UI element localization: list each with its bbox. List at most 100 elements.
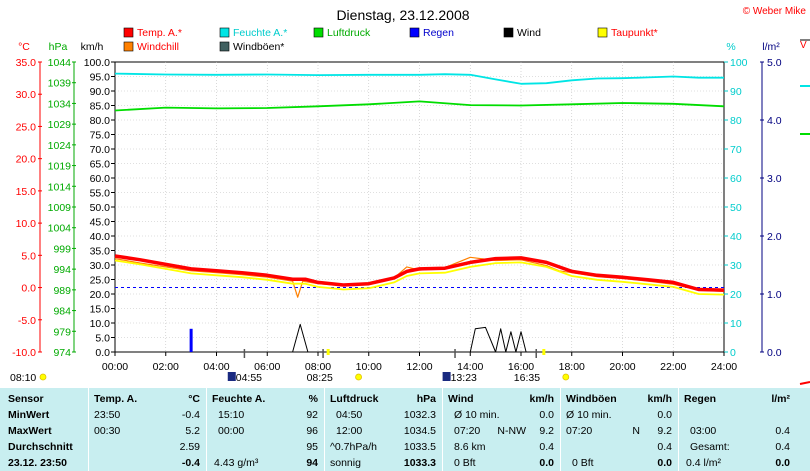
marker-time: 04:55 xyxy=(236,372,262,384)
tick-label-wind: 25.0 xyxy=(90,275,111,287)
hum-value: 96 xyxy=(306,425,318,437)
wind-time: Ø 10 min. xyxy=(454,409,500,421)
axis-title-temp: °C xyxy=(18,41,30,53)
tick-label-pressure: 1004 xyxy=(48,223,72,235)
header-pressure: Luftdruck xyxy=(330,393,379,405)
legend-label: Wind xyxy=(517,27,541,39)
tick-label-temp: 0.0 xyxy=(21,283,36,295)
x-tick-label: 16:00 xyxy=(508,361,534,373)
header-sensor: Sensor xyxy=(8,393,44,405)
tick-label-wind: 85.0 xyxy=(90,101,111,113)
header-rain-unit: l/m² xyxy=(771,393,790,405)
axis-title-humidity: % xyxy=(726,41,735,53)
tick-label-wind: 45.0 xyxy=(90,217,111,229)
tick-label-temp: 20.0 xyxy=(16,154,37,166)
press-value: 1033.3 xyxy=(403,457,436,469)
table-divider xyxy=(442,388,443,471)
grid xyxy=(115,62,724,352)
series-line xyxy=(114,72,724,85)
tick-label-humidity: 70 xyxy=(730,144,742,156)
tick-label-pressure: 994 xyxy=(53,264,71,276)
tick-label-humidity: 80 xyxy=(730,115,742,127)
tick-label-humidity: 40 xyxy=(730,231,742,243)
copyright-text: © Weber Mike xyxy=(743,6,807,17)
tick-label-wind: 10.0 xyxy=(90,318,111,330)
tick-label-pressure: 989 xyxy=(53,285,71,297)
header-gust: Windböen xyxy=(566,393,617,405)
legend-swatch xyxy=(219,41,230,52)
legend-label: Taupunkt* xyxy=(611,27,658,39)
rain-bar xyxy=(189,328,193,352)
marker-time: 08:10 xyxy=(10,372,36,384)
tick-label-pressure: 1044 xyxy=(48,57,72,69)
x-tick-label: 00:00 xyxy=(102,361,128,373)
header-wind-unit: km/h xyxy=(529,393,554,405)
tick-label-pressure: 1034 xyxy=(48,98,72,110)
tick-label-pressure: 974 xyxy=(53,347,71,359)
series xyxy=(114,72,725,353)
series-line xyxy=(114,254,725,292)
axis-title-wind: km/h xyxy=(81,41,104,53)
rain-value: 0.4 xyxy=(775,425,790,437)
legend-label: Regen xyxy=(423,27,454,39)
series-line xyxy=(114,100,725,112)
legend-label: Windböen* xyxy=(233,41,284,53)
tick-label-temp: 30.0 xyxy=(16,89,37,101)
temp-value: -0.4 xyxy=(181,409,200,421)
right-edge-decor: V xyxy=(799,39,810,385)
header-temp: Temp. A. xyxy=(94,393,138,405)
gust-time: 0 Bft xyxy=(572,457,594,469)
tick-label-wind: 20.0 xyxy=(90,289,111,301)
table-divider xyxy=(324,388,325,471)
press-time: ^0.7hPa/h xyxy=(330,441,377,453)
legend-swatch xyxy=(313,27,324,38)
tick-label-temp: 5.0 xyxy=(21,250,36,262)
gust-time: 07:20 xyxy=(566,425,593,437)
temp-time: 00:30 xyxy=(94,425,121,437)
tick-label-humidity: 10 xyxy=(730,318,742,330)
series-line xyxy=(115,323,724,353)
x-tick-label: 08:00 xyxy=(305,361,331,373)
marker-time: 16:35 xyxy=(514,372,540,384)
table-divider xyxy=(560,388,561,471)
press-time: sonnig xyxy=(330,457,361,469)
chart-title: Dienstag, 23.12.2008 xyxy=(336,7,469,23)
tick-label-humidity: 90 xyxy=(730,86,742,98)
legend-swatch xyxy=(597,27,608,38)
tick-label-temp: -5.0 xyxy=(18,315,36,327)
x-tick-label: 14:00 xyxy=(457,361,483,373)
rain-time: 03:00 xyxy=(690,425,717,437)
press-time: 04:50 xyxy=(336,409,363,421)
summary-table: Sensor Temp. A. °C Feuchte A. % Luftdruc… xyxy=(0,388,810,471)
tick-label-pressure: 984 xyxy=(53,306,71,318)
sun-event-mark xyxy=(326,349,330,355)
tick-label-humidity: 0 xyxy=(730,347,736,359)
tick-label-pressure: 1019 xyxy=(48,161,72,173)
tick-label-wind: 30.0 xyxy=(90,260,111,272)
hum-value: 95 xyxy=(306,441,318,453)
moon-icon xyxy=(442,372,451,381)
tick-label-wind: 35.0 xyxy=(90,246,111,258)
wind-direction: N-NW xyxy=(497,425,526,437)
tick-label-wind: 0.0 xyxy=(95,347,110,359)
wind-time: 0 Bft xyxy=(454,457,476,469)
legend-swatch xyxy=(123,27,134,38)
table-divider xyxy=(88,388,89,471)
rain-value: 0.0 xyxy=(775,457,790,469)
gust-value: 0.4 xyxy=(657,441,672,453)
legend-swatch xyxy=(409,27,420,38)
header-rain: Regen xyxy=(684,393,717,405)
header-pressure-unit: hPa xyxy=(416,393,436,405)
tick-label-wind: 55.0 xyxy=(90,188,111,200)
sun-icon xyxy=(39,373,47,381)
row-label: Durchschnitt xyxy=(8,441,73,453)
tick-label-wind: 100.0 xyxy=(84,57,110,69)
tick-label-wind: 15.0 xyxy=(90,304,111,316)
axis-title-rain: l/m² xyxy=(762,41,780,53)
svg-text:V: V xyxy=(800,40,807,51)
legend-label: Luftdruck xyxy=(327,27,371,39)
header-humidity-unit: % xyxy=(308,393,318,405)
tick-label-temp: 35.0 xyxy=(16,57,37,69)
temp-value: -0.4 xyxy=(181,457,200,469)
sun-event-mark xyxy=(542,349,546,355)
